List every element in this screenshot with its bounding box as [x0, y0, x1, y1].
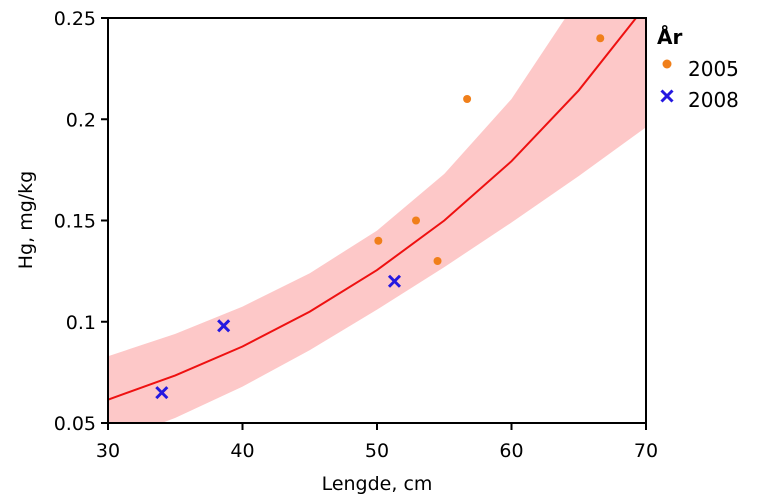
- x-tick-label-2: 50: [365, 440, 389, 462]
- point-2005-0: [374, 236, 383, 245]
- ticks-layer: 30 40 50 60 70 0.05 0.1 0.15 0.2 0.25: [54, 8, 658, 462]
- legend-marker-2005: [662, 59, 672, 69]
- point-2005-3: [463, 95, 472, 103]
- confidence-band: [108, 18, 646, 423]
- legend-label-2008: 2008: [688, 88, 739, 112]
- y-tick-label-2: 0.15: [54, 211, 96, 233]
- fit-line: [108, 18, 638, 401]
- y-tick-label-4: 0.25: [54, 8, 96, 30]
- legend-x-mark: [660, 89, 674, 103]
- point-2008-1: [217, 319, 231, 333]
- point-2005-2: [433, 257, 442, 265]
- plot-area: [108, 18, 646, 423]
- point-2008-2: [387, 274, 402, 288]
- point-2005-4: [596, 34, 605, 43]
- y-tick-label-0: 0.05: [54, 413, 96, 435]
- y-tick-label-1: 0.1: [66, 312, 96, 334]
- legend: År 2005 2008: [657, 25, 739, 112]
- legend-title: År: [657, 25, 682, 49]
- y-tick-label-3: 0.2: [66, 109, 96, 131]
- legend-marker-2008: [660, 89, 674, 103]
- legend-label-2005: 2005: [688, 57, 739, 81]
- x-tick-label-1: 40: [230, 440, 254, 462]
- x-tick-label-4: 70: [634, 440, 658, 462]
- point-2008-0: [155, 386, 169, 400]
- points-layer: [155, 34, 605, 400]
- y-axis-title: Hg, mg/kg: [15, 171, 37, 269]
- x-tick-label-3: 60: [499, 440, 523, 462]
- x-tick-label-0: 30: [96, 440, 120, 462]
- x-axis-title: Lengde, cm: [322, 473, 433, 495]
- point-2005-1: [412, 216, 421, 225]
